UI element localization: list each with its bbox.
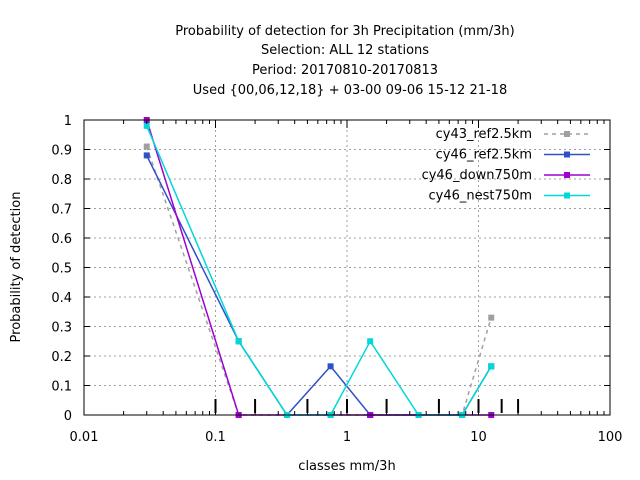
legend-label-cy46_down750m: cy46_down750m [422,168,532,183]
y-tick-label: 0.2 [51,350,72,365]
series-line-cy43_ref2.5km [145,146,492,416]
series-point-cy46_nest750m [143,122,150,129]
axis-ticks: 0 0.1 0.2 0.3 0.4 0.5 0.6 0.7 0.8 0.9 1 0.01 0.1 1 10 1… [51,114,622,445]
legend-label-cy46_ref2.5km: cy46_ref2.5km [436,148,532,163]
y-tick-label: 0.3 [51,321,72,336]
legend-label-cy46_nest750m: cy46_nest750m [429,189,532,204]
series-point-cy46_ref2.5km [143,152,150,159]
series-point-cy46_nest750m [488,363,495,370]
series-point-cy43_ref2.5km [488,314,495,321]
x-tick-label: 100 [598,430,623,445]
y-tick-label: 0.6 [51,232,72,247]
legend-marker-cy43_ref2.5km [564,131,570,137]
legend-marker-cy46_nest750m [564,192,570,199]
x-tick-label: 1 [343,430,351,445]
series-point-cy46_nest750m [367,338,374,345]
title-line-3: Period: 20170810-20170813 [252,63,438,78]
chart-title: Probability of detection for 3h Precipit… [175,24,514,98]
x-tick-label: 0.01 [70,430,99,445]
title-line-4: Used {00,06,12,18} + 03-00 09-06 15-12 2… [193,83,507,98]
grid [84,120,610,415]
y-tick-label: 0.5 [51,262,72,277]
y-tick-label: 0.9 [51,144,72,159]
y-tick-label: 0.8 [51,173,72,188]
legend-marker-cy46_down750m [564,172,570,178]
x-tick-label: 0.1 [205,430,226,445]
legend-marker-cy46_ref2.5km [564,151,570,158]
x-tick-label: 10 [470,430,487,445]
y-tick-label: 0.1 [51,380,72,395]
series-point-cy43_ref2.5km [143,143,150,150]
title-line-1: Probability of detection for 3h Precipit… [175,24,514,39]
title-line-2: Selection: ALL 12 stations [261,43,429,58]
y-axis-label: Probability of detection [9,192,24,343]
y-tick-label: 0.4 [51,291,72,306]
series-point-cy46_nest750m [235,338,242,345]
legend-label-cy43_ref2.5km: cy43_ref2.5km [436,127,532,142]
y-tick-label: 1 [64,114,72,129]
y-tick-label: 0 [64,409,72,424]
x-axis-label: classes mm/3h [298,459,395,474]
y-tick-label: 0.7 [51,203,72,218]
series-point-cy46_ref2.5km [327,363,334,370]
legend: cy43_ref2.5km cy46_ref2.5km cy46_down750mc… [422,127,590,204]
class-markers [214,399,520,413]
